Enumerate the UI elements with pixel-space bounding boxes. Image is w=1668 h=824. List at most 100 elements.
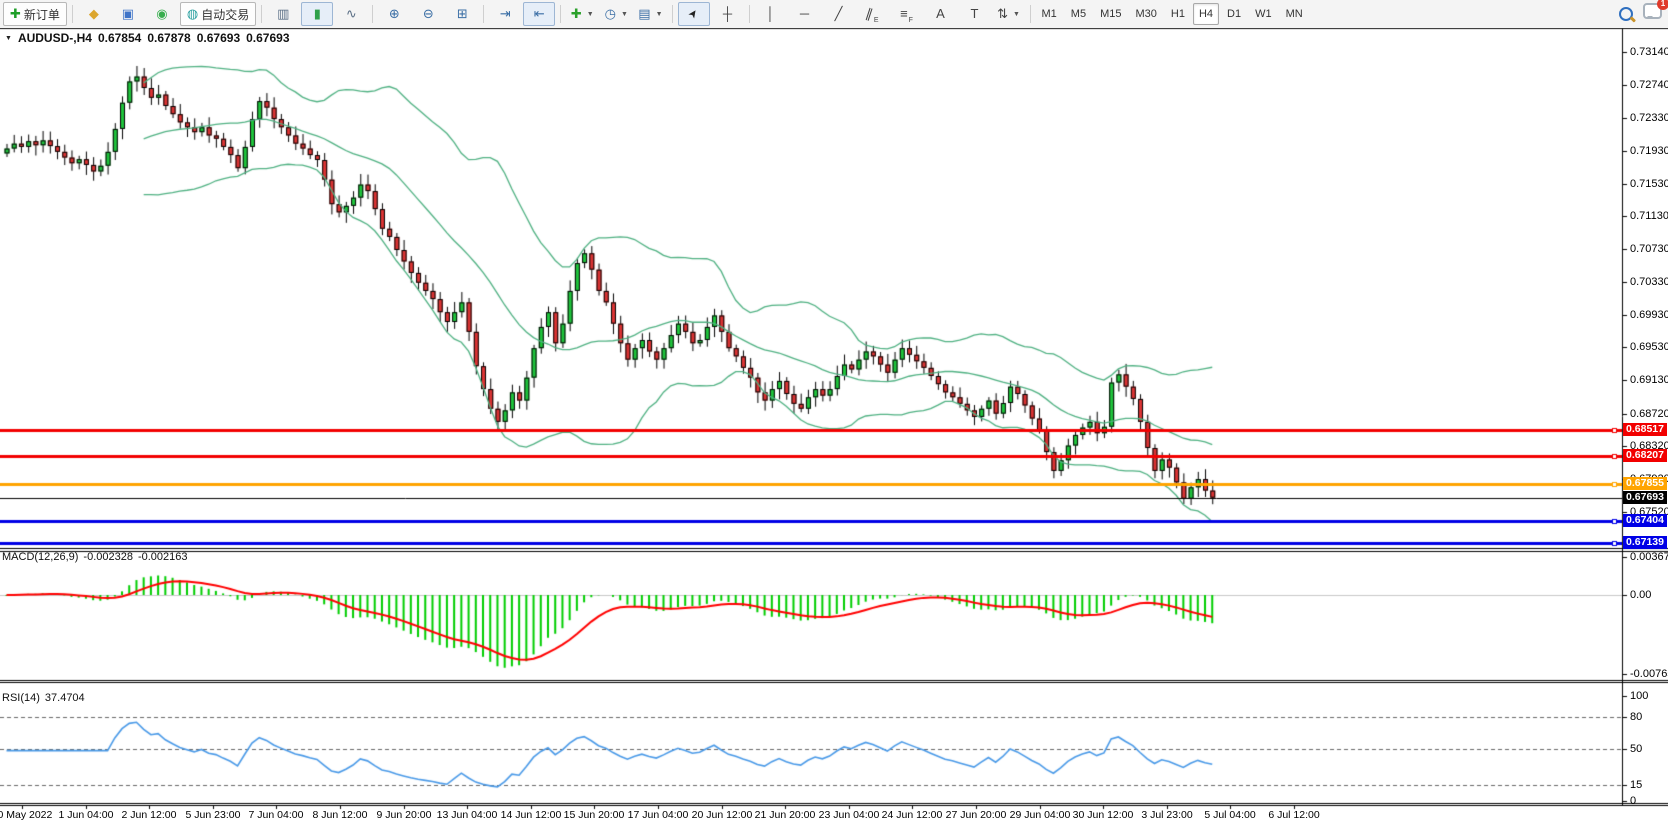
price-axis-tick: 0.71130 <box>1630 210 1668 222</box>
zoom-out-icon: ⊖ <box>422 6 434 21</box>
time-axis-label: 17 Jun 04:00 <box>627 809 689 821</box>
macd-value-signal: -0.002163 <box>137 551 188 563</box>
time-axis-label: 8 Jun 12:00 <box>312 809 368 821</box>
new-order-button-label: 新订单 <box>23 7 60 22</box>
toolbar: ✚ 新订单 ◆ ▣ ◉ ◍ 自动交易 ▥ ▮ ∿ ⊕ ⊖ ⊞ ⇥ ⇤ ✚ ▼ ◷ ▼ ▤ ▼ ➤ ┼ │ ─ ╱ ∥ E ≡ F A T ⇅ ▼ M… <box>0 0 1668 28</box>
timeframe-d1[interactable]: D1 <box>1227 8 1242 20</box>
zoom-in-icon: ⊕ <box>388 6 400 21</box>
rsi-value: 37.4704 <box>44 692 85 704</box>
ohlc-low: 0.67693 <box>196 31 241 45</box>
fibonacci-button[interactable]: ≡ F <box>891 2 923 26</box>
ohlc-open: 0.67854 <box>97 31 142 45</box>
time-axis-label: 27 Jun 20:00 <box>945 809 1007 821</box>
time-axis-label: 30 Jun 12:00 <box>1072 809 1134 821</box>
symbol-dropdown-icon[interactable]: ▼ <box>5 34 12 42</box>
new-order-button[interactable]: ✚ 新订单 <box>3 2 67 26</box>
templates-button[interactable]: ▤ ▼ <box>634 2 666 26</box>
timeframe-m1[interactable]: M1 <box>1041 8 1057 20</box>
toolbar-separator <box>372 5 374 23</box>
text-label-icon: T <box>970 6 979 21</box>
timeframe-m5[interactable]: M5 <box>1070 8 1087 20</box>
search-icon[interactable] <box>1619 6 1633 21</box>
rsi-axis-tick: 0 <box>1630 795 1637 807</box>
vertical-line-icon: │ <box>766 6 775 21</box>
timeframe-h4[interactable]: H4 <box>1192 3 1220 25</box>
price-axis-tick: 0.68720 <box>1630 408 1668 420</box>
crosshair-button[interactable]: ┼ <box>712 2 744 26</box>
timeframe-m15[interactable]: M15 <box>1100 8 1122 20</box>
zoom-in-button[interactable]: ⊕ <box>378 2 410 26</box>
panel-resize-handle-macd[interactable] <box>0 546 1622 552</box>
crosshair-icon: ┼ <box>722 6 733 21</box>
autotrading-button-label: 自动交易 <box>201 7 250 22</box>
ohlc-high: 0.67878 <box>147 31 191 45</box>
signals-button[interactable]: ◉ <box>146 2 178 26</box>
signals-icon: ◉ <box>156 6 168 21</box>
timeframe-h1[interactable]: H1 <box>1170 8 1185 20</box>
auto-scroll-button[interactable]: ⇥ <box>489 2 521 26</box>
time-axis-label: 23 Jun 04:00 <box>818 809 880 821</box>
trendline-button[interactable]: ╱ <box>823 2 855 26</box>
candlestick-icon: ▮ <box>313 6 321 21</box>
timeframe-m30[interactable]: M30 <box>1135 8 1157 20</box>
candlestick-chart-button[interactable]: ▮ <box>301 2 334 26</box>
rsi-axis-tick: 50 <box>1630 743 1643 755</box>
cursor-icon: ➤ <box>685 6 702 22</box>
text-button[interactable]: A <box>925 2 957 26</box>
toolbar-separator <box>748 5 750 23</box>
time-axis-label: 2 Jun 12:00 <box>121 809 177 821</box>
price-axis-tick: 0.72330 <box>1630 112 1668 124</box>
toolbar-separator <box>560 5 562 23</box>
toolbar-separator <box>483 5 485 23</box>
dropdown-arrow-icon[interactable]: ▼ <box>655 10 663 18</box>
autotrading-icon: ◍ <box>186 6 199 21</box>
time-axis-label: 14 Jun 12:00 <box>500 809 562 821</box>
vertical-line-button[interactable]: │ <box>755 2 787 26</box>
equidistant-channel-button[interactable]: ∥ E <box>857 2 889 26</box>
price-badge: 0.67855 <box>1623 477 1667 490</box>
price-badge: 0.68207 <box>1623 449 1667 462</box>
bar-chart-button[interactable]: ▥ <box>267 2 299 26</box>
text-label-button[interactable]: T <box>959 2 991 26</box>
dropdown-arrow-icon[interactable]: ▼ <box>586 10 594 18</box>
ohlc-close: 0.67693 <box>246 31 290 45</box>
chart-shift-button[interactable]: ⇤ <box>523 2 556 26</box>
price-axis-tick: 0.70730 <box>1630 243 1668 255</box>
dropdown-arrow-icon[interactable]: ▼ <box>1013 10 1020 18</box>
metaeditor-icon: ◆ <box>88 6 99 21</box>
zoom-out-button[interactable]: ⊖ <box>412 2 444 26</box>
rsi-axis-tick: 15 <box>1630 779 1643 791</box>
horizontal-line-button[interactable]: ─ <box>789 2 821 26</box>
rsi-indicator-label: RSI(14) 37.4704 <box>2 692 85 704</box>
arrow-objects-button[interactable]: ⇅ ▼ <box>993 2 1025 26</box>
time-axis-label: 5 Jun 23:00 <box>185 809 241 821</box>
price-badge: 0.68517 <box>1623 423 1667 436</box>
indicators-button[interactable]: ✚ ▼ <box>566 2 598 26</box>
tile-windows-button[interactable]: ⊞ <box>446 2 478 26</box>
price-axis-tick: 0.69530 <box>1630 341 1668 353</box>
cursor-button[interactable]: ➤ <box>677 2 710 26</box>
periods-button[interactable]: ◷ ▼ <box>600 2 632 26</box>
panel-resize-handle-rsi[interactable] <box>0 678 1622 684</box>
templates-icon: ▤ <box>638 6 651 21</box>
rsi-name: RSI(14) <box>2 692 40 704</box>
macd-value-main: -0.002328 <box>83 551 133 563</box>
timeframe-w1[interactable]: W1 <box>1255 8 1272 20</box>
metaeditor-button[interactable]: ◆ <box>78 2 110 26</box>
toolbar-separator <box>261 5 263 23</box>
line-chart-icon: ∿ <box>345 6 357 21</box>
chart-title: ▼ AUDUSD-,H4 0.67854 0.67878 0.67693 0.6… <box>5 31 290 45</box>
chart-shift-icon: ⇤ <box>533 6 545 21</box>
line-chart-button[interactable]: ∿ <box>335 2 367 26</box>
dropdown-arrow-icon[interactable]: ▼ <box>620 10 628 18</box>
autotrading-button[interactable]: ◍ 自动交易 <box>179 2 257 26</box>
price-axis-tick: 0.69130 <box>1630 374 1668 386</box>
time-axis-label: 7 Jun 04:00 <box>248 809 304 821</box>
time-axis-label: 9 Jun 20:00 <box>376 809 432 821</box>
terminal-button[interactable]: ▣ <box>112 2 144 26</box>
time-axis-label: 6 Jul 12:00 <box>1268 809 1320 821</box>
timeframe-mn[interactable]: MN <box>1285 8 1303 20</box>
trendline-icon: ╱ <box>834 6 843 21</box>
chat-button[interactable]: 1 <box>1643 0 1668 24</box>
